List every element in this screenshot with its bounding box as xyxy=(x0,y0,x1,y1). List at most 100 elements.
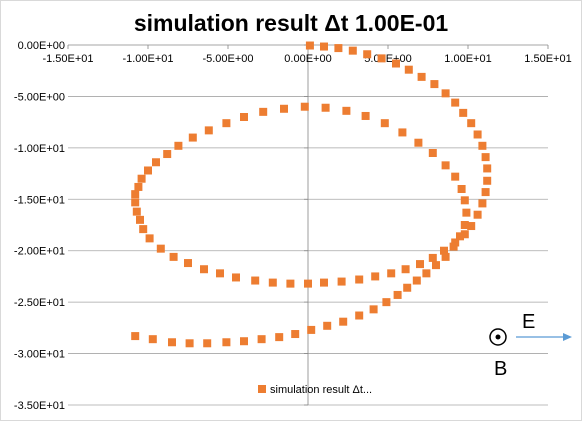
data-point xyxy=(398,128,407,137)
data-point xyxy=(473,210,482,219)
data-point xyxy=(200,265,208,274)
data-point xyxy=(369,305,378,314)
data-point xyxy=(387,269,396,278)
x-tick-label: 1.00E+01 xyxy=(444,53,491,65)
data-point xyxy=(174,141,183,150)
data-point xyxy=(251,276,260,285)
data-point xyxy=(451,98,460,107)
data-point xyxy=(441,161,450,170)
y-tick-label: -1.00E+01 xyxy=(14,143,65,155)
data-point xyxy=(320,42,328,51)
data-point xyxy=(481,153,490,162)
data-points xyxy=(131,41,492,348)
data-point xyxy=(304,279,312,288)
data-point xyxy=(449,242,458,251)
x-tick-label: -1.50E+01 xyxy=(42,53,93,65)
data-point xyxy=(432,261,440,270)
data-point xyxy=(184,259,192,268)
data-point xyxy=(169,252,178,261)
y-tick-label: -2.50E+01 xyxy=(14,297,65,309)
data-point xyxy=(163,150,172,159)
data-point xyxy=(393,290,402,299)
data-point xyxy=(348,46,357,55)
data-point xyxy=(456,232,464,241)
data-point xyxy=(412,276,421,285)
x-tick-label: 5.00E+00 xyxy=(364,53,411,65)
data-point xyxy=(168,338,176,347)
data-point xyxy=(481,188,490,197)
data-point xyxy=(131,332,140,341)
data-point xyxy=(478,141,487,150)
y-tick-label: -2.00E+01 xyxy=(14,246,65,258)
legend: simulation result Δt... xyxy=(258,384,372,396)
data-point xyxy=(422,269,431,278)
data-point xyxy=(441,89,450,98)
data-point xyxy=(188,133,197,142)
data-point xyxy=(403,283,412,292)
data-point xyxy=(430,80,439,89)
x-tick-label: 0.00E+00 xyxy=(284,53,331,65)
data-point xyxy=(417,72,426,81)
data-point xyxy=(222,338,231,347)
data-point xyxy=(144,166,152,175)
y-tick-label: 0.00E+00 xyxy=(18,40,65,52)
y-tick-label: -5.00E+00 xyxy=(14,91,65,103)
data-point xyxy=(136,215,144,224)
data-point xyxy=(361,111,370,120)
data-point xyxy=(457,185,466,193)
b-field-symbol xyxy=(489,328,507,346)
data-point xyxy=(132,207,141,216)
data-point xyxy=(137,174,146,183)
data-point xyxy=(441,252,450,261)
field-annotation: E B xyxy=(489,311,572,380)
data-point xyxy=(291,330,300,339)
data-point xyxy=(148,335,157,344)
data-point xyxy=(404,65,413,74)
data-point xyxy=(152,158,160,167)
data-point xyxy=(483,176,492,185)
data-point xyxy=(355,275,364,284)
x-tick-label: 1.50E+01 xyxy=(524,53,571,65)
data-point xyxy=(401,265,410,274)
data-point xyxy=(467,222,476,231)
data-point xyxy=(339,317,348,326)
data-point xyxy=(371,272,380,281)
data-point xyxy=(203,339,212,348)
data-point xyxy=(460,196,469,205)
data-point xyxy=(139,225,148,234)
y-tick-label: -3.50E+01 xyxy=(14,400,65,412)
data-point xyxy=(380,119,389,128)
data-point xyxy=(320,278,328,287)
chart-title: simulation result Δt 1.00E-01 xyxy=(134,10,449,36)
y-tick-label: -1.50E+01 xyxy=(14,194,65,206)
legend-label: simulation result Δt... xyxy=(270,384,372,396)
data-point xyxy=(222,119,231,128)
data-point xyxy=(451,238,460,247)
data-point xyxy=(323,321,332,330)
x-tick-label: -5.00E+00 xyxy=(202,53,253,65)
data-point xyxy=(462,208,471,217)
data-point xyxy=(185,339,194,348)
data-point xyxy=(131,198,140,207)
data-point xyxy=(460,230,469,239)
data-point xyxy=(280,104,288,113)
data-point xyxy=(259,107,268,116)
data-point xyxy=(451,172,460,181)
data-point xyxy=(321,103,330,112)
e-field-arrowhead xyxy=(563,333,572,341)
data-point xyxy=(131,190,140,199)
b-field-dot xyxy=(495,334,501,340)
data-point xyxy=(240,113,248,121)
data-point xyxy=(337,277,346,286)
data-point xyxy=(459,108,468,117)
data-point xyxy=(216,269,224,278)
data-point xyxy=(483,164,492,173)
data-point xyxy=(232,273,240,282)
data-point xyxy=(300,102,309,111)
data-point xyxy=(363,50,372,59)
data-point xyxy=(342,106,351,115)
data-point xyxy=(478,199,487,208)
